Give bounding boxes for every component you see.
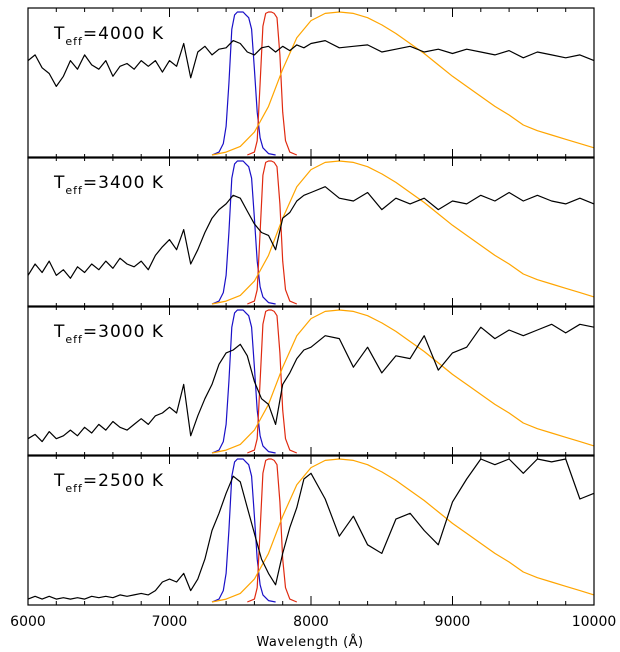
x-tick-label: 8000	[293, 614, 329, 630]
panel-label-main: T	[53, 173, 65, 193]
panel-label: Teff=3400 K	[53, 173, 164, 197]
red-filter-transmission-line	[247, 160, 298, 305]
blue-filter-transmission-line	[211, 160, 276, 305]
panel-label: Teff=4000 K	[53, 24, 164, 48]
panel-label: Teff=3000 K	[53, 322, 164, 346]
blue-filter-transmission-line	[211, 458, 276, 603]
blackbody-curve-line	[211, 11, 595, 156]
stellar-spectrum-line	[27, 39, 595, 88]
blue-filter-transmission-line	[211, 309, 276, 454]
panel-2: Teff=3400 K	[27, 156, 595, 308]
panel-label-subscript: eff	[65, 184, 83, 197]
panel-label-main: T	[53, 471, 65, 491]
red-filter-transmission-line	[247, 309, 298, 454]
stellar-spectrum-line	[27, 323, 595, 443]
stellar-spectrum-line	[27, 458, 595, 600]
blackbody-curve-line	[211, 160, 595, 305]
stellar-spectrum-line	[27, 186, 595, 279]
panel-label-subscript: eff	[65, 333, 83, 346]
blue-filter-transmission-line	[211, 11, 276, 156]
panel-label-value: =2500 K	[83, 471, 164, 491]
panel-label-value: =4000 K	[83, 24, 164, 44]
panel-1: Teff=4000 K	[27, 7, 595, 159]
red-filter-transmission-line	[247, 458, 298, 603]
red-filter-transmission-line	[247, 11, 298, 156]
panel-label-subscript: eff	[65, 482, 83, 495]
x-tick-label: 7000	[152, 614, 188, 630]
panel-label-value: =3400 K	[83, 173, 164, 193]
blackbody-curve-line	[211, 458, 595, 603]
panel-label-main: T	[53, 24, 65, 44]
panel-label-main: T	[53, 322, 65, 342]
x-tick-label: 9000	[435, 614, 471, 630]
panel-label-subscript: eff	[65, 35, 83, 48]
panel-label: Teff=2500 K	[53, 471, 164, 495]
panel-4: Teff=2500 K	[27, 454, 595, 606]
x-axis-label: Wavelength (Å)	[256, 634, 363, 650]
x-axis: 6000 7000 8000 9000 10000	[10, 614, 616, 630]
blackbody-curve-line	[211, 309, 595, 454]
x-tick-label: 6000	[10, 614, 46, 630]
panel-label-value: =3000 K	[83, 322, 164, 342]
x-tick-label: 10000	[572, 614, 617, 630]
panel-3: Teff=3000 K	[27, 305, 595, 457]
